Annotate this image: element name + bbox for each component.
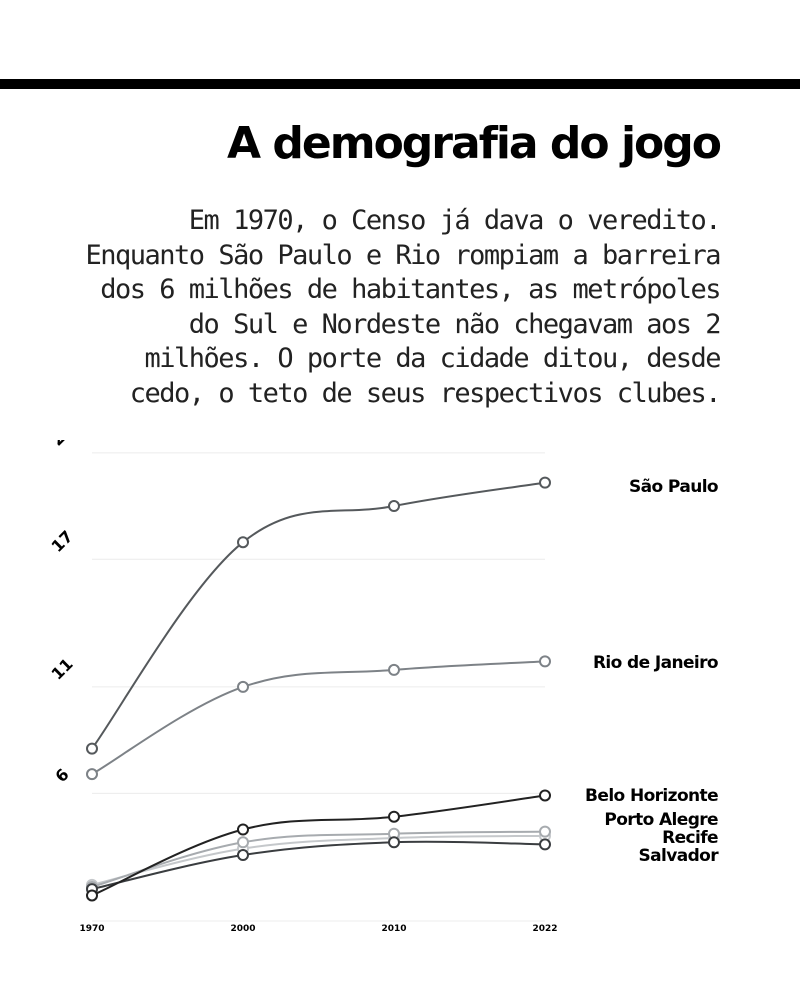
data-point-sao-paulo [388,500,400,513]
x-tick-label: 1970 [79,924,104,934]
data-point-salvador [388,836,400,849]
data-point-rio-de-janeiro [86,768,98,781]
data-point-salvador [237,849,249,862]
data-point-sao-paulo [86,742,98,755]
data-point-sao-paulo [237,536,249,549]
data-point-sao-paulo [539,476,551,489]
data-point-salvador [539,838,551,851]
y-tick-label: 11 [48,654,77,683]
series-label-sao-paulo: São Paulo [629,477,718,497]
series-line-sao-paulo [91,481,546,750]
population-line-chart: 6 11 17 22 1970 2000 2010 2022 São Paulo Rio de J… [48,440,720,934]
y-tick-label: 22 [48,440,77,450]
data-point-rio-de-janeiro [388,663,400,676]
data-point-rio-de-janeiro [539,655,551,668]
data-point-rio-de-janeiro [237,680,249,693]
series-label-salvador: Salvador [638,846,719,866]
x-tick-label: 2022 [532,924,557,934]
page-title: A demografia do jogo [227,118,722,169]
y-tick-label: 17 [48,527,77,556]
series-label-belo-horizonte: Belo Horizonte [585,786,718,806]
data-point-porto-alegre [237,836,249,849]
y-tick-label: 6 [51,765,72,786]
series-line-porto-alegre [91,830,546,888]
data-point-belo-horizonte [86,889,98,902]
data-point-belo-horizonte [388,810,400,823]
series-label-porto-alegre: Porto Alegre [604,810,718,830]
series-line-recife [91,834,546,886]
series-line-belo-horizonte [91,794,546,897]
data-point-porto-alegre [539,825,551,838]
intro-paragraph: Em 1970, o Censo já dava o veredito. Enq… [85,205,722,409]
data-point-belo-horizonte [539,789,551,802]
series-line-rio-de-janeiro [91,660,546,776]
data-point-belo-horizonte [237,823,249,836]
series-line-salvador [91,840,546,891]
x-tick-label: 2010 [381,924,406,934]
x-tick-label: 2000 [230,924,255,934]
series-label-recife: Recife [662,828,718,848]
series-label-rio-de-janeiro: Rio de Janeiro [593,653,718,673]
top-rule [0,79,800,89]
